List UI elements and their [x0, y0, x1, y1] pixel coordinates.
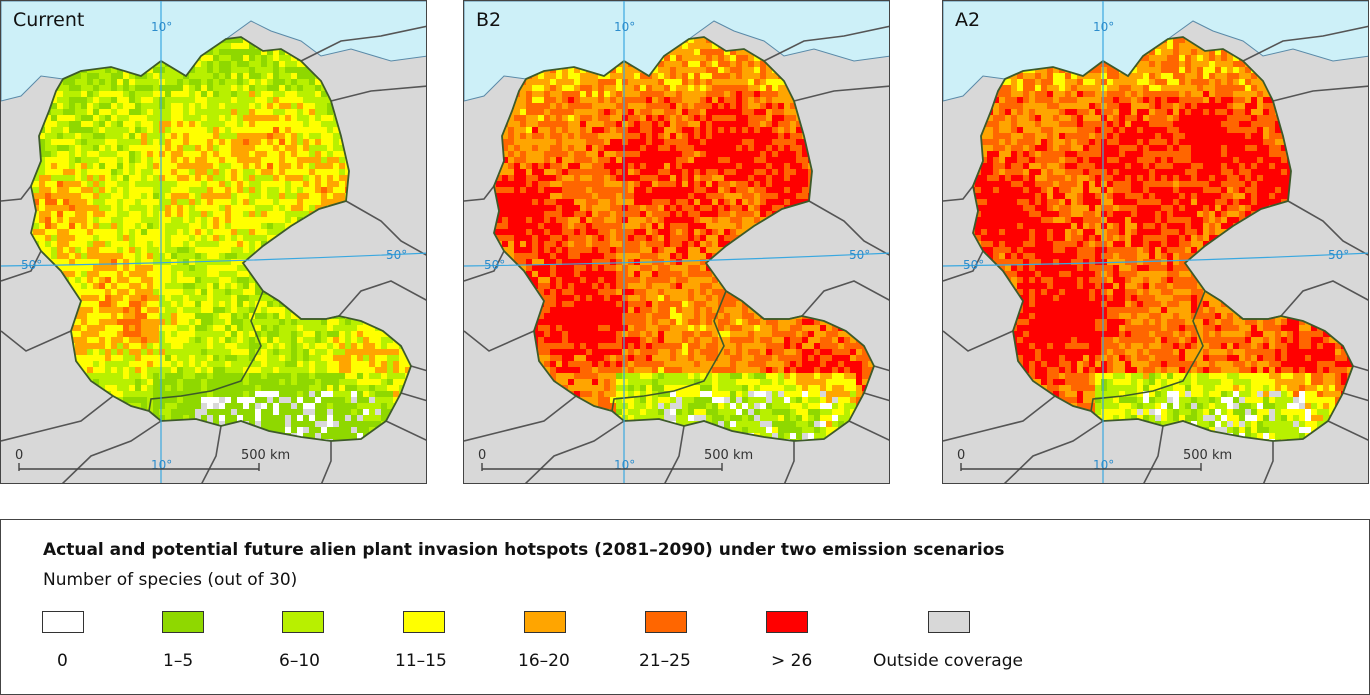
map-panel-current: 10° 10° 50° 50° 0 500 km Current	[0, 0, 427, 484]
map-panel-b2: 10° 10° 50° 50° 0 500 km B2	[463, 0, 890, 484]
scale-bar-end: 500 km	[241, 448, 290, 463]
legend-label-gt-26: > 26	[771, 651, 813, 671]
legend-label-11-15: 11–15	[395, 651, 447, 671]
legend-subtitle: Number of species (out of 30)	[43, 570, 298, 590]
graticule-label: 50°	[1328, 248, 1349, 262]
graticule-label: 50°	[484, 258, 505, 272]
legend-label-21-25: 21–25	[639, 651, 691, 671]
scale-bar-start: 0	[957, 448, 965, 463]
map-b2: 10° 10° 50° 50° 0 500 km	[464, 1, 889, 483]
legend-label-6-10: 6–10	[279, 651, 320, 671]
graticule-label: 10°	[614, 20, 635, 34]
scale-bar-start: 0	[15, 448, 23, 463]
graticule-label: 10°	[614, 458, 635, 472]
legend-label-1-5: 1–5	[163, 651, 194, 671]
map-a2: 10° 10° 50° 50° 0 500 km	[943, 1, 1368, 483]
legend: Actual and potential future alien plant …	[0, 519, 1370, 695]
legend-swatch-outside	[928, 611, 970, 633]
legend-label-16-20: 16–20	[518, 651, 570, 671]
legend-swatch-16-20	[524, 611, 566, 633]
panel-label: A2	[955, 9, 981, 31]
map-panel-a2: 10° 10° 50° 50° 0 500 km A2	[942, 0, 1369, 484]
panel-label: B2	[476, 9, 502, 31]
legend-title: Actual and potential future alien plant …	[43, 540, 1005, 560]
graticule-label: 10°	[151, 20, 172, 34]
legend-label-0: 0	[57, 651, 68, 671]
legend-swatch-0	[42, 611, 84, 633]
scale-bar-end: 500 km	[704, 448, 753, 463]
scale-bar-start: 0	[478, 448, 486, 463]
map-current: 10° 10° 50° 50° 0 500 km	[1, 1, 426, 483]
graticule-label: 10°	[1093, 458, 1114, 472]
legend-swatch-21-25	[645, 611, 687, 633]
legend-swatch-11-15	[403, 611, 445, 633]
scale-bar-end: 500 km	[1183, 448, 1232, 463]
legend-swatch-gt-26	[766, 611, 808, 633]
legend-swatch-1-5	[162, 611, 204, 633]
graticule-label: 50°	[963, 258, 984, 272]
panel-label: Current	[13, 9, 85, 31]
graticule-label: 50°	[386, 248, 407, 262]
legend-label-outside: Outside coverage	[873, 651, 1023, 671]
graticule-label: 10°	[1093, 20, 1114, 34]
graticule-label: 50°	[21, 258, 42, 272]
graticule-label: 10°	[151, 458, 172, 472]
graticule-label: 50°	[849, 248, 870, 262]
legend-swatch-6-10	[282, 611, 324, 633]
